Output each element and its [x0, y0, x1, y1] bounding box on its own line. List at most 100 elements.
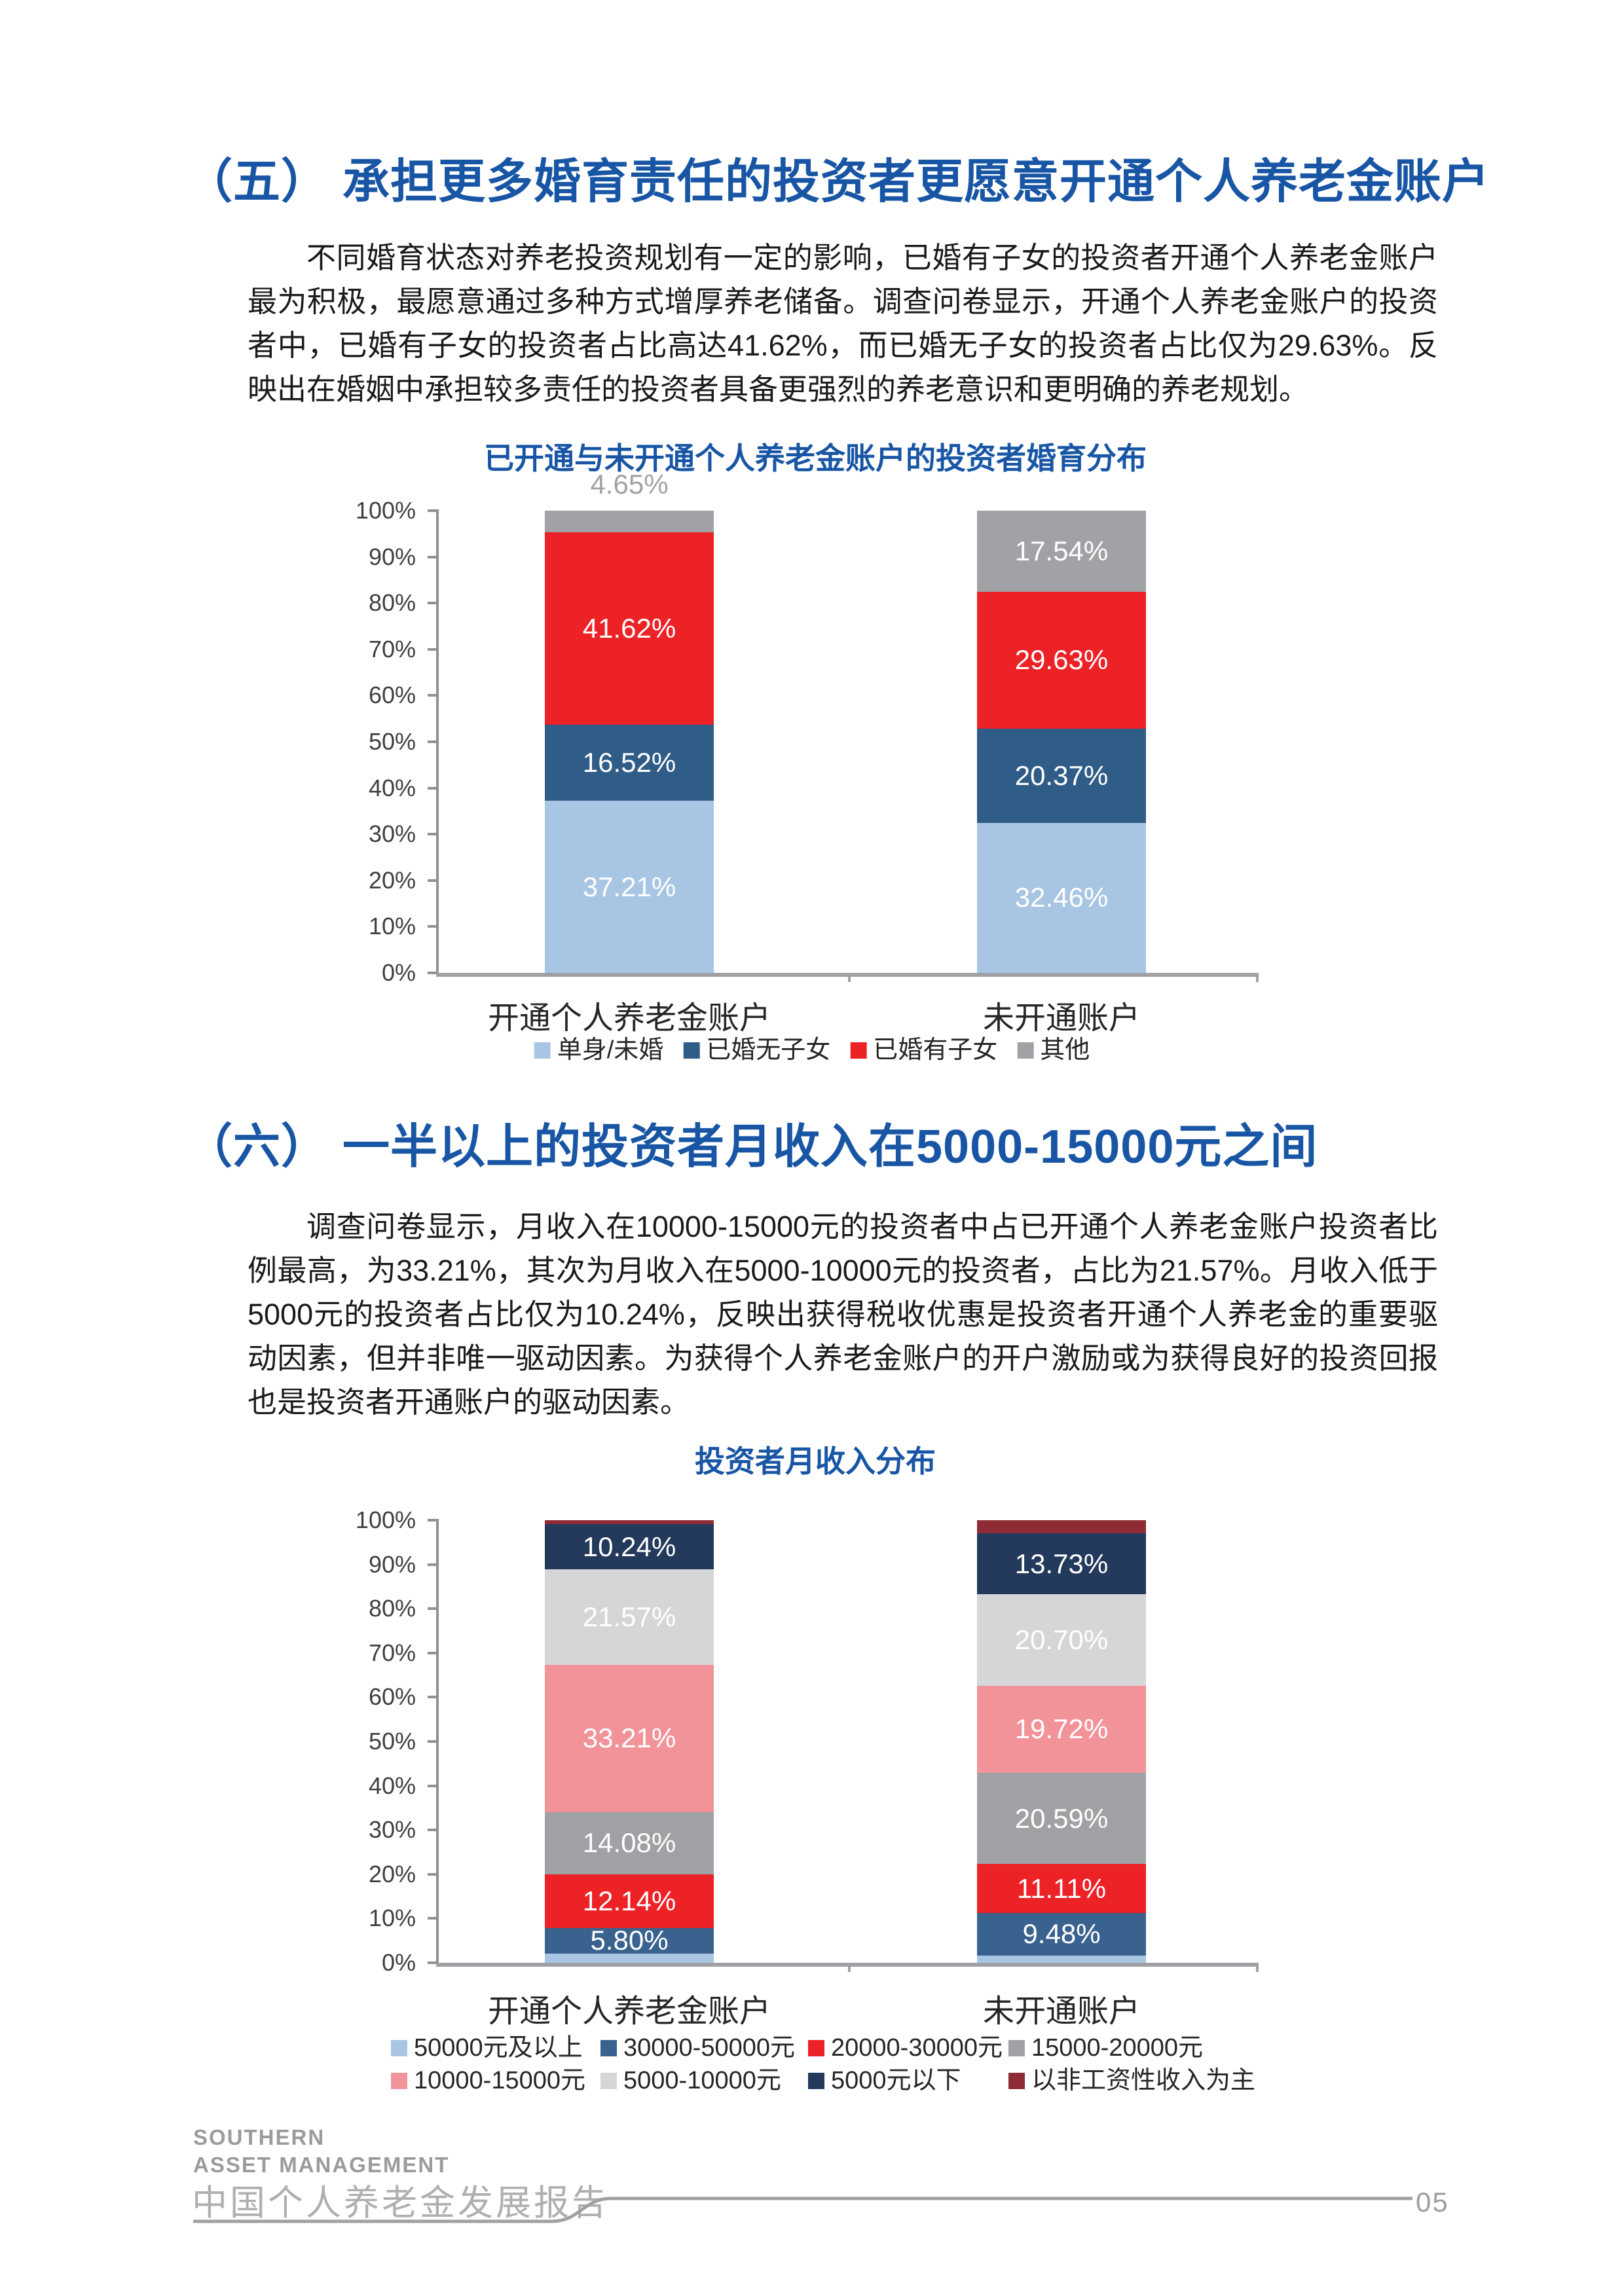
- footer-report-title: 中国个人养老金发展报告: [192, 2183, 610, 2223]
- chart-legend: 50000元及以上 30000-50000元 20000-30000元 15000-2…: [391, 2033, 1255, 2095]
- bar-segment: 33.21%: [545, 1665, 714, 1812]
- bar-segment: 32.46%: [977, 822, 1146, 973]
- legend-label: 50000元及以上: [414, 2034, 583, 2062]
- y-axis-tick-label: 30%: [368, 820, 416, 848]
- section5-heading: （五） 承担更多婚育责任的投资者更愿意开通个人养老金账户: [185, 156, 1490, 208]
- chart-legend: 单身/未婚 已婚无子女 已婚有子女 其他: [534, 1036, 1090, 1065]
- bar-segment: 12.14%: [545, 1874, 714, 1928]
- legend-item: 15000-20000元: [1008, 2033, 1255, 2062]
- legend-item: 50000元及以上: [391, 2033, 600, 2062]
- legend-item: 单身/未婚: [534, 1036, 664, 1065]
- bar-segment: [545, 1954, 714, 1963]
- y-axis-tick: [428, 879, 436, 882]
- y-axis-tick: [428, 1961, 436, 1964]
- y-axis-tick-label: 40%: [368, 774, 416, 801]
- above-bar-label: 4.65%: [590, 469, 669, 500]
- x-axis-end-tick: [1256, 1963, 1259, 1972]
- legend-swatch-icon: [808, 2072, 824, 2089]
- category-label: 开通个人养老金账户: [487, 1001, 771, 1036]
- y-axis-tick-label: 70%: [368, 635, 416, 663]
- bar-segment: 19.72%: [977, 1685, 1146, 1774]
- y-axis-tick: [428, 786, 436, 790]
- legend-label: 30000-50000元: [623, 2034, 795, 2062]
- section6-paragraph: 调查问卷显示，月收入在10000-15000元的投资者中占已开通个人养老金账户投…: [248, 1210, 1438, 1419]
- y-axis-tick-label: 50%: [368, 1728, 416, 1755]
- bar-segment: 29.63%: [977, 591, 1146, 729]
- y-axis-tick-label: 40%: [368, 1772, 416, 1799]
- y-axis-tick-label: 80%: [368, 589, 416, 617]
- category-label: 开通个人养老金账户: [487, 1994, 771, 2029]
- y-axis-tick: [428, 1872, 436, 1876]
- bar-segment: 41.62%: [545, 532, 714, 725]
- bar-segment: [545, 511, 714, 532]
- bar-segment: 5.80%: [545, 1927, 714, 1954]
- y-axis-tick-label: 0%: [381, 959, 416, 986]
- x-axis-end-tick: [848, 1963, 851, 1972]
- y-axis-line: [436, 1519, 439, 1967]
- bar-segment: [977, 1520, 1146, 1534]
- marital-chart-title: 已开通与未开通个人养老金账户的投资者婚育分布: [484, 441, 1147, 475]
- y-axis-tick-label: 20%: [368, 866, 416, 894]
- y-axis-tick: [428, 602, 436, 605]
- legend-swatch-icon: [1017, 1042, 1034, 1059]
- y-axis-tick: [428, 647, 436, 651]
- legend-swatch-icon: [1008, 2039, 1025, 2056]
- x-axis-line: [436, 973, 1257, 977]
- legend-item: 其他: [1017, 1036, 1090, 1065]
- stacked-bar: 32.46% 20.37% 29.63% 17.54%: [977, 511, 1146, 973]
- bar-segment: 20.37%: [977, 729, 1146, 823]
- legend-label: 单身/未婚: [557, 1036, 664, 1064]
- stacked-bar: 37.21% 16.52% 41.62% 4.65%: [545, 469, 714, 973]
- y-axis-tick-label: 60%: [368, 682, 416, 709]
- y-axis-tick: [428, 740, 436, 743]
- y-axis-tick: [428, 1784, 436, 1787]
- y-axis-tick: [428, 555, 436, 558]
- footer-brand-line2: ASSET MANAGEMENT: [193, 2153, 450, 2177]
- legend-label: 5000-10000元: [623, 2067, 781, 2094]
- bar-segment: 16.52%: [545, 724, 714, 801]
- bar-segment: 14.08%: [545, 1812, 714, 1874]
- y-axis-tick-label: 10%: [368, 913, 416, 940]
- legend-swatch-icon: [600, 2072, 617, 2089]
- legend-swatch-icon: [1008, 2072, 1025, 2089]
- y-axis-tick-label: 90%: [368, 543, 416, 570]
- y-axis-tick-label: 60%: [368, 1683, 416, 1711]
- legend-item: 已婚有子女: [850, 1036, 997, 1065]
- legend-label: 已婚有子女: [873, 1036, 998, 1064]
- x-axis-end-tick: [848, 973, 851, 982]
- footer-divider-line: [193, 2196, 1412, 2223]
- footer-brand-line1: SOUTHERN: [193, 2125, 325, 2149]
- income-chart-title: 投资者月收入分布: [695, 1444, 936, 1478]
- bar-segment: 20.70%: [977, 1594, 1146, 1686]
- bar-segment: [545, 1520, 714, 1525]
- y-axis-tick: [428, 972, 436, 974]
- legend-swatch-icon: [534, 1042, 551, 1059]
- y-axis-tick: [428, 1563, 436, 1566]
- legend-item: 已婚无子女: [683, 1036, 830, 1065]
- x-axis-end-tick: [1256, 973, 1259, 982]
- legend-swatch-icon: [808, 2039, 824, 2056]
- y-axis-tick: [428, 694, 436, 697]
- y-axis-tick-label: 100%: [355, 497, 416, 524]
- bar-segment: 10.24%: [545, 1524, 714, 1570]
- y-axis-tick-label: 70%: [368, 1639, 416, 1666]
- y-axis-tick-label: 30%: [368, 1816, 416, 1844]
- y-axis-tick-label: 90%: [368, 1550, 416, 1578]
- legend-item: 5000-10000元: [600, 2066, 808, 2095]
- y-axis-tick: [428, 1696, 436, 1699]
- y-axis-tick-label: 20%: [368, 1860, 416, 1887]
- legend-label: 15000-20000元: [1031, 2034, 1203, 2062]
- y-axis-tick-label: 100%: [355, 1506, 416, 1533]
- marital-status-stacked-bar-chart: 0% 10% 20% 30% 40% 50% 60% 70% 80% 90% 100% 37.21% 1…: [356, 469, 1259, 1064]
- y-axis-tick: [428, 1519, 436, 1522]
- legend-label: 5000元以下: [831, 2067, 961, 2094]
- y-axis-tick-label: 80%: [368, 1595, 416, 1622]
- section5-paragraph: 不同婚育状态对养老投资规划有一定的影响，已婚有子女的投资者开通个人养老金账户最为…: [248, 241, 1438, 406]
- y-axis-tick-label: 50%: [368, 728, 416, 755]
- page-number: 05: [1416, 2187, 1449, 2217]
- bar-segment: 20.59%: [977, 1773, 1146, 1865]
- y-axis-tick-label: 10%: [368, 1904, 416, 1932]
- legend-label: 10000-15000元: [414, 2067, 585, 2094]
- legend-label: 其他: [1040, 1036, 1090, 1064]
- legend-label: 以非工资性收入为主: [1031, 2067, 1256, 2094]
